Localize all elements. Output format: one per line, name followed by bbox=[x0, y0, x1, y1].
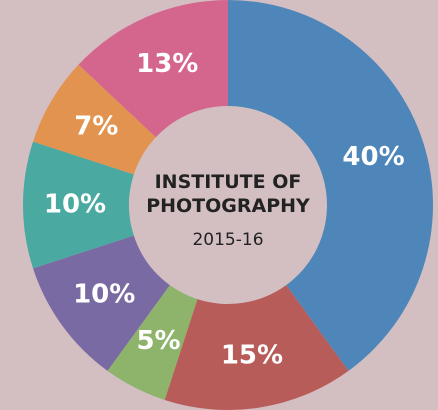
value-label: 40% bbox=[342, 142, 404, 172]
chart-subtitle: 2015-16 bbox=[192, 230, 264, 250]
donut-segment bbox=[107, 285, 198, 400]
donut-segment bbox=[22, 141, 134, 269]
value-label: 10% bbox=[44, 190, 106, 220]
value-label: 5% bbox=[136, 326, 180, 356]
donut-segment bbox=[78, 0, 228, 138]
center-label: INSTITUTE OF PHOTOGRAPHY 2015-16 bbox=[138, 170, 318, 250]
donut-segment bbox=[33, 235, 170, 371]
donut-segment bbox=[228, 0, 433, 371]
value-label: 7% bbox=[74, 112, 118, 142]
donut-segment bbox=[33, 64, 156, 175]
value-label: 13% bbox=[136, 49, 198, 79]
value-label: 15% bbox=[221, 341, 283, 371]
donut-segment bbox=[164, 285, 349, 410]
value-label: 10% bbox=[73, 279, 135, 309]
chart-title: INSTITUTE OF PHOTOGRAPHY bbox=[146, 171, 310, 217]
